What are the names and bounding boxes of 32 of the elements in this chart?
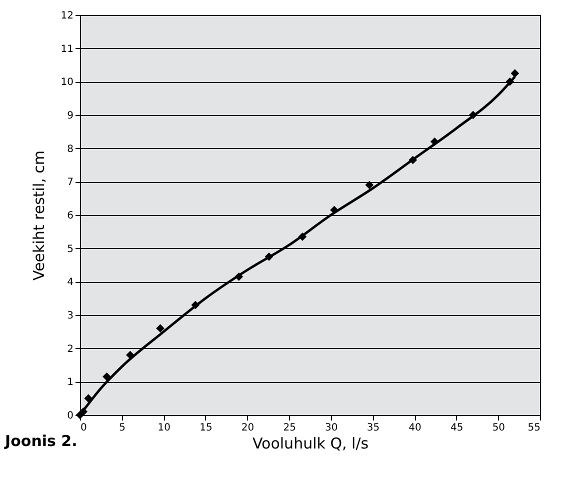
y-tick-label: 5 xyxy=(67,244,74,255)
y-tick-label: 3 xyxy=(67,310,74,322)
x-tick-label: 0 xyxy=(80,422,87,434)
x-tick-label: 40 xyxy=(408,422,422,434)
text: Joonis 2. xyxy=(4,432,78,450)
y-tick-label: 10 xyxy=(60,77,74,88)
x-tick-label: 25 xyxy=(283,422,296,434)
y-tick-label: 4 xyxy=(67,277,74,288)
y-axis-title: Veekiht restil, cm xyxy=(30,150,48,281)
y-tick-label: 6 xyxy=(67,210,74,222)
y-tick-label: 7 xyxy=(67,177,74,188)
x-tick-label: 30 xyxy=(325,422,338,434)
x-tick-label: 35 xyxy=(366,422,380,434)
y-tick-label: 9 xyxy=(67,110,74,122)
y-tick-label: 0 xyxy=(67,410,74,422)
x-tick-label: 55 xyxy=(528,422,540,434)
point xyxy=(156,324,164,333)
y-tick-label: 11 xyxy=(60,44,74,55)
y-tick-label: 12 xyxy=(60,10,74,22)
point xyxy=(365,180,374,190)
x-tick-label: 45 xyxy=(450,422,464,434)
y-tick-label: 1 xyxy=(67,377,74,388)
x-tick-label: 15 xyxy=(200,422,212,434)
y-tick-label: 8 xyxy=(67,144,74,155)
y-tick-label: 2 xyxy=(67,344,74,355)
x-tick-label: 50 xyxy=(492,422,506,434)
x-tick-label: 10 xyxy=(158,422,171,434)
x-tick-label: 20 xyxy=(241,422,254,434)
x-axis-title: Vooluhulk Q, l/s xyxy=(252,434,369,452)
point xyxy=(102,372,111,381)
point xyxy=(510,69,520,78)
x-tick-label: 5 xyxy=(119,422,126,434)
